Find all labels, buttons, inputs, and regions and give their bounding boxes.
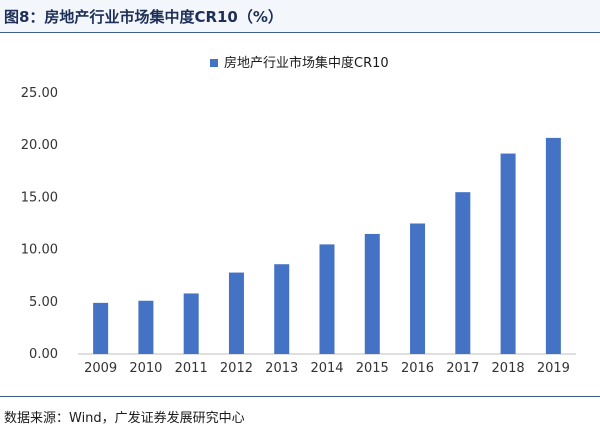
- bar-2009: [93, 302, 109, 354]
- bar-chart: 0.00 5.00 10.00 15.00 20.00 25.00 2009 2010 2011…: [21, 55, 576, 376]
- bar-2012: [228, 272, 244, 354]
- x-tick-label: 2011: [175, 361, 208, 376]
- legend-swatch: [210, 59, 218, 67]
- x-tick-label: 2012: [220, 361, 253, 376]
- x-tick-label: 2013: [265, 361, 298, 376]
- y-tick-label: 20.00: [21, 138, 58, 153]
- y-tick-label: 10.00: [21, 243, 58, 258]
- legend-label: 房地产行业市场集中度CR10: [224, 55, 389, 71]
- x-tick-label: 2015: [356, 361, 389, 376]
- bar-2018: [500, 153, 516, 354]
- source-note: 数据来源：Wind，广发证券发展研究中心: [4, 411, 245, 426]
- figure-footer: 数据来源：Wind，广发证券发展研究中心: [0, 396, 600, 438]
- bar-2014: [319, 244, 335, 354]
- bar-2016: [410, 223, 426, 354]
- bar-2015: [364, 233, 380, 354]
- y-tick-label: 0.00: [29, 347, 58, 362]
- x-tick-label: 2019: [537, 361, 570, 376]
- bar-2010: [138, 300, 154, 354]
- x-tick-label: 2010: [129, 361, 162, 376]
- y-tick-label: 25.00: [21, 86, 58, 101]
- figure-title: 图8：房地产行业市场集中度CR10（%）: [4, 8, 283, 26]
- y-tick-label: 15.00: [21, 190, 58, 205]
- bar-2019: [545, 137, 561, 354]
- bar-2011: [183, 293, 199, 354]
- x-tick-label: 2016: [401, 361, 434, 376]
- y-tick-label: 5.00: [29, 295, 58, 310]
- x-tick-label: 2017: [446, 361, 479, 376]
- x-tick-label: 2009: [84, 361, 117, 376]
- figure-header: 图8：房地产行业市场集中度CR10（%）: [0, 0, 600, 33]
- x-tick-label: 2018: [492, 361, 525, 376]
- bar-2017: [455, 192, 471, 354]
- x-tick-label: 2014: [310, 361, 343, 376]
- bar-2013: [274, 264, 290, 354]
